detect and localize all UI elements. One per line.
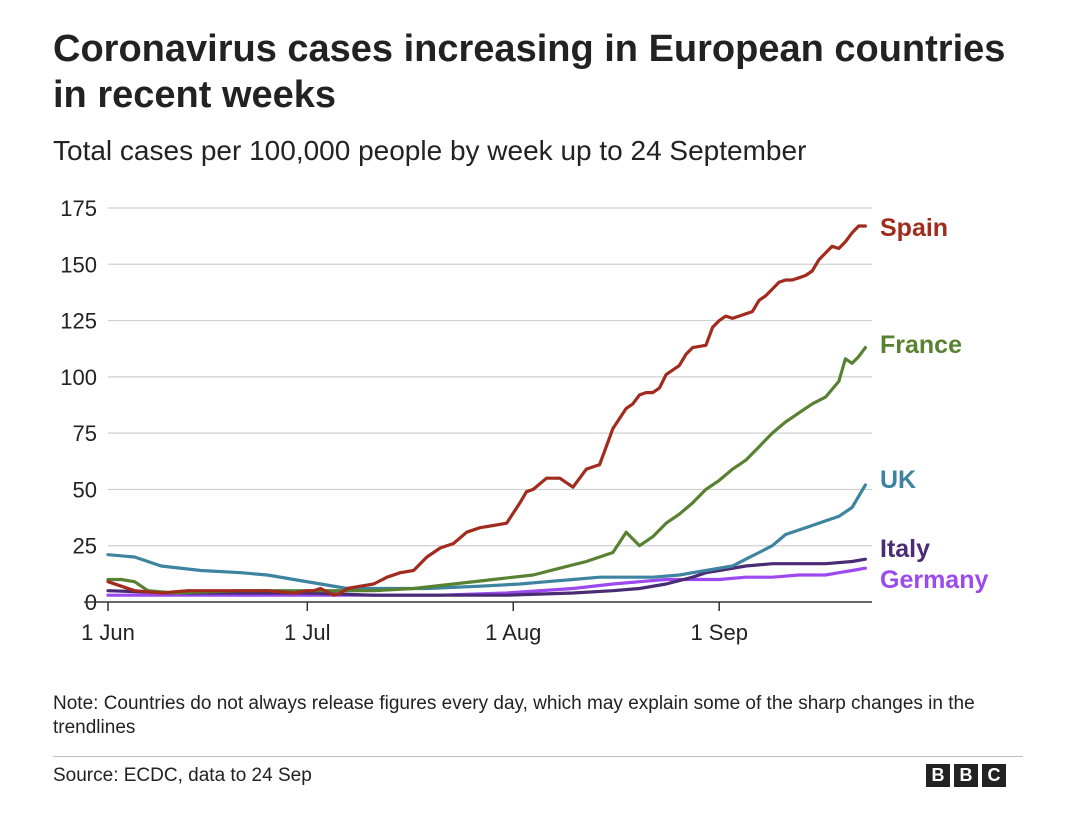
series-line-uk (106, 483, 868, 591)
gridlines (108, 207, 872, 547)
chart-title: Coronavirus cases increasing in European… (53, 28, 1006, 116)
y-tick-label: 150 (60, 252, 97, 277)
footer-divider (53, 756, 1023, 757)
bbc-logo-letter: B (926, 764, 950, 787)
series-line-germany (106, 566, 868, 597)
bbc-logo: B B C (926, 764, 1006, 787)
bbc-logo-letter: B (954, 764, 978, 787)
x-tick-label: 1 Jul (284, 620, 330, 645)
series-label-italy: Italy (880, 535, 930, 563)
series-label-germany: Germany (880, 566, 988, 594)
y-tick-label: 100 (60, 365, 97, 390)
series-lines (106, 224, 868, 597)
chart-subtitle: Total cases per 100,000 people by week u… (53, 135, 807, 166)
series-labels: Spain France UK Italy Germany (880, 214, 988, 594)
y-tick-label: 175 (60, 196, 97, 221)
source-text: Source: ECDC, data to 24 Sep (53, 765, 312, 786)
y-tick-label: 25 (73, 534, 97, 559)
series-label-spain: Spain (880, 214, 948, 242)
bbc-logo-letter: C (982, 764, 1006, 787)
x-tick-label: 1 Jun (81, 620, 135, 645)
x-axis: 1 Jun 1 Jul 1 Aug 1 Sep (81, 601, 872, 645)
x-tick-label: 1 Sep (690, 620, 748, 645)
y-tick-label: 125 (60, 309, 97, 334)
series-line-spain (106, 224, 868, 597)
y-tick-label: 75 (73, 421, 97, 446)
footnote: Note: Countries do not always release fi… (53, 693, 975, 738)
y-tick-label: 50 (73, 477, 97, 502)
series-label-france: France (880, 331, 962, 359)
x-tick-label: 1 Aug (485, 620, 541, 645)
series-label-uk: UK (880, 466, 916, 494)
series-line-italy (106, 557, 868, 597)
